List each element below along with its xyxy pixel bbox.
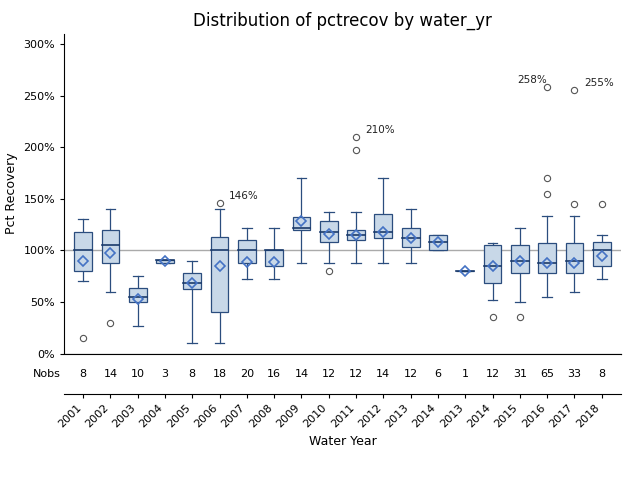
Text: 8: 8 [598, 369, 605, 379]
Text: 14: 14 [376, 369, 390, 379]
Text: 258%: 258% [517, 75, 547, 85]
Text: 6: 6 [435, 369, 442, 379]
Text: 12: 12 [322, 369, 336, 379]
Bar [593, 242, 611, 266]
Text: 18: 18 [212, 369, 227, 379]
Bar [429, 235, 447, 251]
Bar [511, 245, 529, 273]
Bar [238, 240, 256, 263]
Bar [74, 232, 92, 271]
Title: Distribution of pctrecov by water_yr: Distribution of pctrecov by water_yr [193, 11, 492, 30]
Y-axis label: Pct Recovery: Pct Recovery [4, 153, 18, 234]
Text: 3: 3 [161, 369, 168, 379]
Text: 1: 1 [461, 369, 468, 379]
Text: 12: 12 [349, 369, 363, 379]
X-axis label: Water Year: Water Year [308, 435, 376, 448]
Text: 20: 20 [240, 369, 254, 379]
Bar [566, 243, 583, 273]
Bar [320, 221, 338, 242]
Text: 14: 14 [103, 369, 118, 379]
Bar [347, 230, 365, 240]
Text: 31: 31 [513, 369, 527, 379]
Text: 8: 8 [189, 369, 196, 379]
Bar [156, 260, 174, 263]
Bar [102, 230, 119, 263]
Text: 146%: 146% [229, 191, 259, 201]
Text: 33: 33 [568, 369, 581, 379]
Bar [402, 228, 419, 247]
Text: 16: 16 [267, 369, 281, 379]
Text: 255%: 255% [584, 78, 614, 88]
Bar [184, 273, 201, 288]
Text: 8: 8 [79, 369, 86, 379]
Text: 10: 10 [131, 369, 145, 379]
Text: 65: 65 [540, 369, 554, 379]
Bar [292, 217, 310, 230]
Bar [374, 214, 392, 238]
Bar [266, 251, 283, 266]
Bar [129, 288, 147, 302]
Text: 12: 12 [404, 369, 418, 379]
Bar [211, 237, 228, 312]
Text: 12: 12 [486, 369, 500, 379]
Bar [538, 243, 556, 273]
Text: 14: 14 [294, 369, 308, 379]
Bar [484, 245, 501, 283]
Text: 210%: 210% [365, 125, 396, 135]
